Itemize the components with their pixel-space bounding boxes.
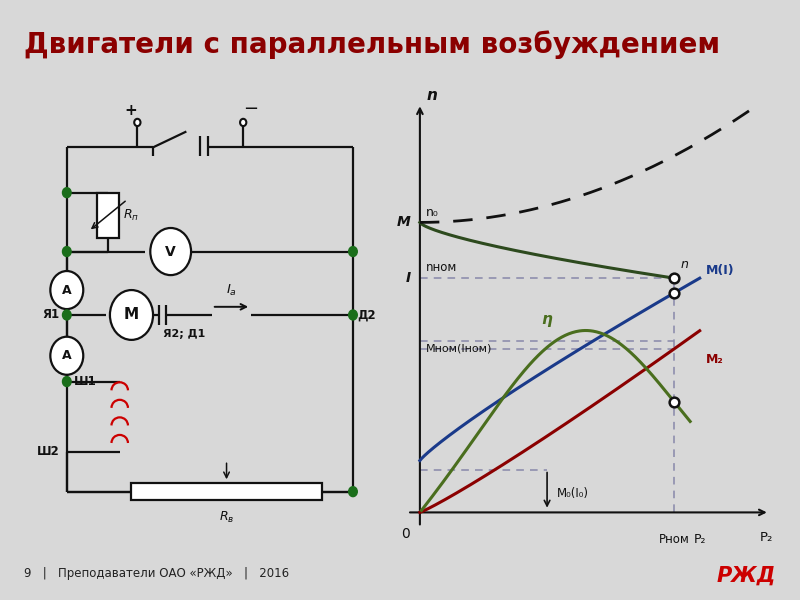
Bar: [97, 193, 118, 238]
Circle shape: [240, 119, 246, 126]
Text: +: +: [124, 103, 137, 118]
Text: n₀: n₀: [426, 206, 439, 218]
Circle shape: [50, 271, 83, 309]
Text: Я1: Я1: [42, 308, 60, 322]
Circle shape: [62, 310, 71, 320]
Text: $R_п$: $R_п$: [123, 208, 139, 223]
Text: V: V: [166, 245, 176, 259]
Text: Двигатели с параллельным возбуждением: Двигатели с параллельным возбуждением: [24, 31, 720, 59]
Text: M₀(I₀): M₀(I₀): [557, 487, 589, 500]
Text: M(I): M(I): [706, 264, 734, 277]
Circle shape: [62, 377, 71, 386]
Text: $I_a$: $I_a$: [226, 283, 237, 298]
Text: I: I: [406, 271, 410, 285]
Text: −: −: [242, 100, 258, 118]
Text: M: M: [397, 215, 410, 229]
Circle shape: [349, 487, 358, 497]
Text: n: n: [426, 88, 437, 103]
Text: nном: nном: [426, 262, 458, 274]
Text: 9   |   Преподаватели ОАО «РЖД»   |   2016: 9 | Преподаватели ОАО «РЖД» | 2016: [24, 566, 289, 580]
Bar: [131, 483, 322, 500]
Text: Pном: Pном: [659, 533, 690, 546]
Circle shape: [62, 188, 71, 197]
Text: 0: 0: [402, 527, 410, 541]
Text: η: η: [542, 311, 553, 326]
Text: Д2: Д2: [358, 308, 376, 322]
Circle shape: [110, 290, 153, 340]
Text: Ш2: Ш2: [37, 445, 60, 458]
Text: РЖД: РЖД: [717, 566, 776, 586]
Text: P₂: P₂: [759, 531, 773, 544]
Text: M₂: M₂: [706, 353, 724, 367]
Text: Ш1: Ш1: [74, 375, 97, 388]
Circle shape: [150, 228, 191, 275]
Circle shape: [134, 119, 141, 126]
Circle shape: [349, 310, 358, 320]
Text: M: M: [124, 307, 139, 322]
Text: A: A: [62, 284, 72, 296]
Text: Mном(Iном): Mном(Iном): [426, 344, 493, 354]
Text: P₂: P₂: [694, 533, 706, 546]
Circle shape: [349, 247, 358, 257]
Circle shape: [50, 337, 83, 375]
Text: $R_в$: $R_в$: [219, 510, 234, 526]
Text: A: A: [62, 349, 72, 362]
Text: Я2; Д1: Я2; Д1: [163, 329, 206, 338]
Circle shape: [62, 247, 71, 257]
Text: n: n: [681, 258, 689, 271]
